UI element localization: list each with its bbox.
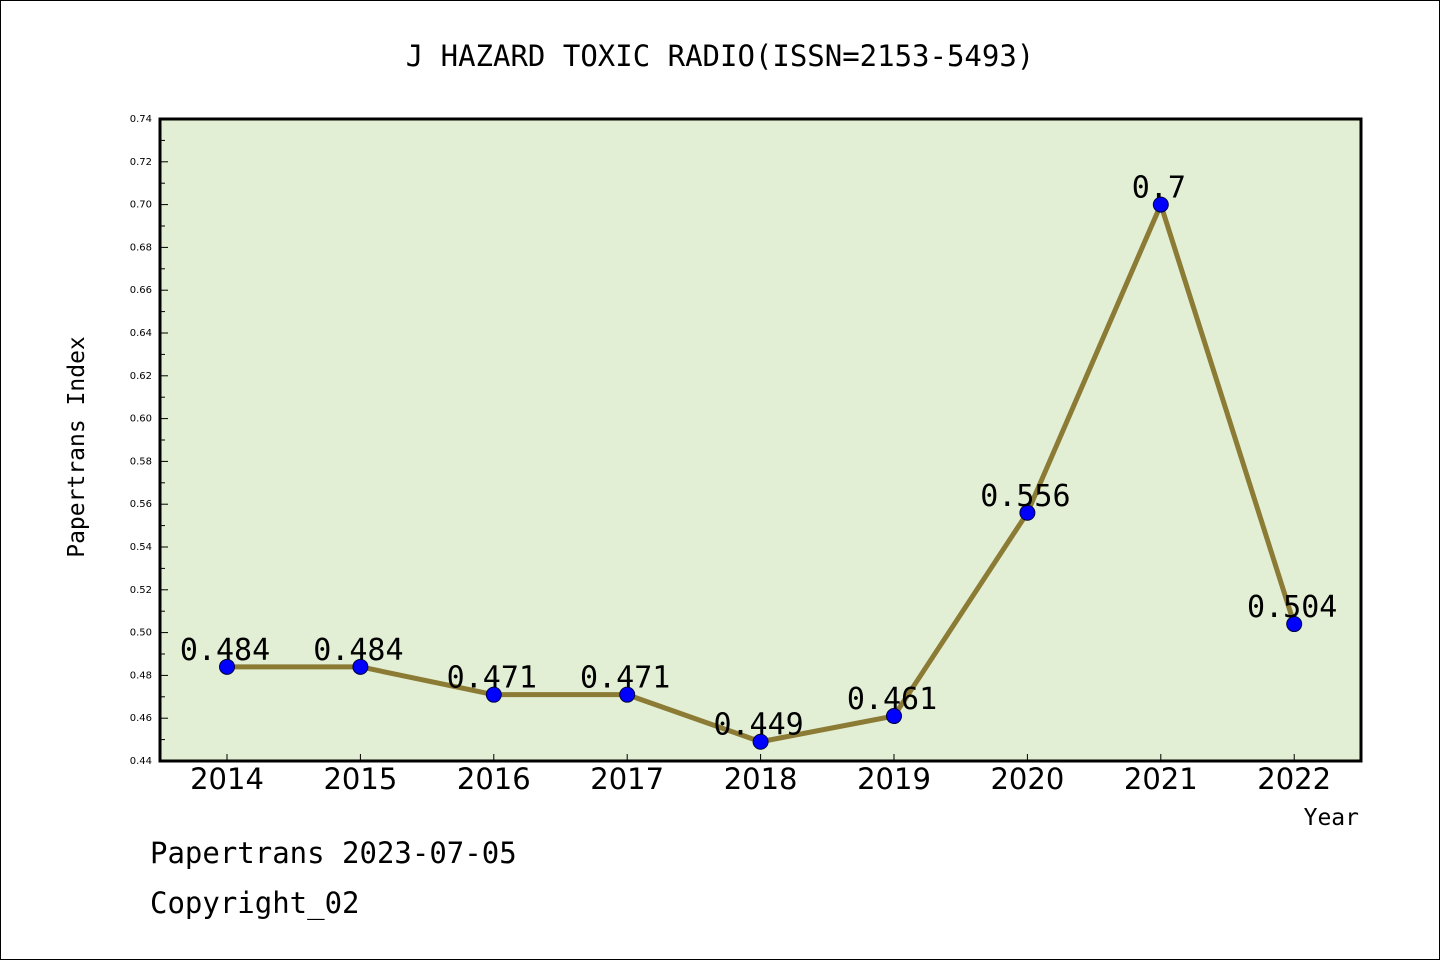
data-points <box>219 196 1303 750</box>
data-point <box>886 708 902 725</box>
y-tick-label: 0.54 <box>130 542 152 553</box>
data-point <box>752 733 769 750</box>
data-label: 0.484 <box>180 633 270 668</box>
x-tick-label: 2019 <box>857 762 931 796</box>
y-axis: 0.44 0.46 0.48 0.50 0.52 0.54 0.56 0.58 0.60 0.62… <box>130 114 168 767</box>
x-tick-label: 2022 <box>1257 762 1331 796</box>
y-tick-label: 0.52 <box>130 585 152 596</box>
data-point <box>485 686 502 703</box>
data-label: 0.461 <box>847 682 937 717</box>
x-tick-label: 2018 <box>724 762 798 796</box>
y-tick-label: 0.58 <box>130 456 152 467</box>
data-label: 0.504 <box>1247 590 1337 625</box>
y-tick-label: 0.68 <box>130 242 152 253</box>
x-tick-label: 2021 <box>1124 762 1198 796</box>
data-point <box>1286 616 1303 633</box>
y-tick-label: 0.46 <box>130 713 152 724</box>
y-tick-label: 0.62 <box>130 371 152 382</box>
chart-title: J HAZARD TOXIC RADIO(ISSN=2153-5493) <box>406 39 1035 73</box>
x-axis-label: Year <box>1304 805 1359 831</box>
data-labels: 0.484 0.484 0.471 0.471 0.449 0.461 0.556 0.7 0.… <box>180 171 1338 743</box>
x-tick-label: 2017 <box>590 762 664 796</box>
y-tick-label: 0.66 <box>130 285 152 296</box>
y-tick-label: 0.50 <box>130 628 152 639</box>
y-tick-label: 0.60 <box>130 414 152 425</box>
x-tick-label: 2020 <box>990 762 1064 796</box>
x-tick-label: 2016 <box>457 762 531 796</box>
data-label: 0.484 <box>313 633 403 668</box>
data-label: 0.471 <box>447 661 537 696</box>
y-tick-label: 0.74 <box>130 114 152 125</box>
data-label: 0.556 <box>980 479 1070 514</box>
x-tick-label: 2015 <box>323 762 397 796</box>
x-axis: 2014 2015 2016 2017 2018 2019 2020 2021 2022 <box>190 754 1331 796</box>
data-label: 0.471 <box>580 661 670 696</box>
data-point <box>1152 196 1169 213</box>
y-axis-label: Papertrans Index <box>64 336 90 558</box>
y-tick-label: 0.70 <box>130 200 152 211</box>
data-point <box>1019 504 1036 521</box>
y-tick-label: 0.72 <box>130 157 152 168</box>
y-tick-label: 0.44 <box>130 756 152 767</box>
data-point <box>219 658 235 675</box>
x-tick-label: 2014 <box>190 762 264 796</box>
y-tick-label: 0.48 <box>130 670 152 681</box>
plot-area <box>158 117 1363 763</box>
data-point <box>352 658 369 675</box>
y-tick-label: 0.64 <box>130 328 152 339</box>
data-label: 0.7 <box>1132 171 1186 206</box>
footer-copyright: Copyright_02 <box>150 886 360 920</box>
data-label: 0.449 <box>713 708 803 743</box>
footer-date-line: Papertrans 2023-07-05 <box>150 836 517 870</box>
y-tick-label: 0.56 <box>130 499 152 510</box>
data-point <box>619 686 636 703</box>
